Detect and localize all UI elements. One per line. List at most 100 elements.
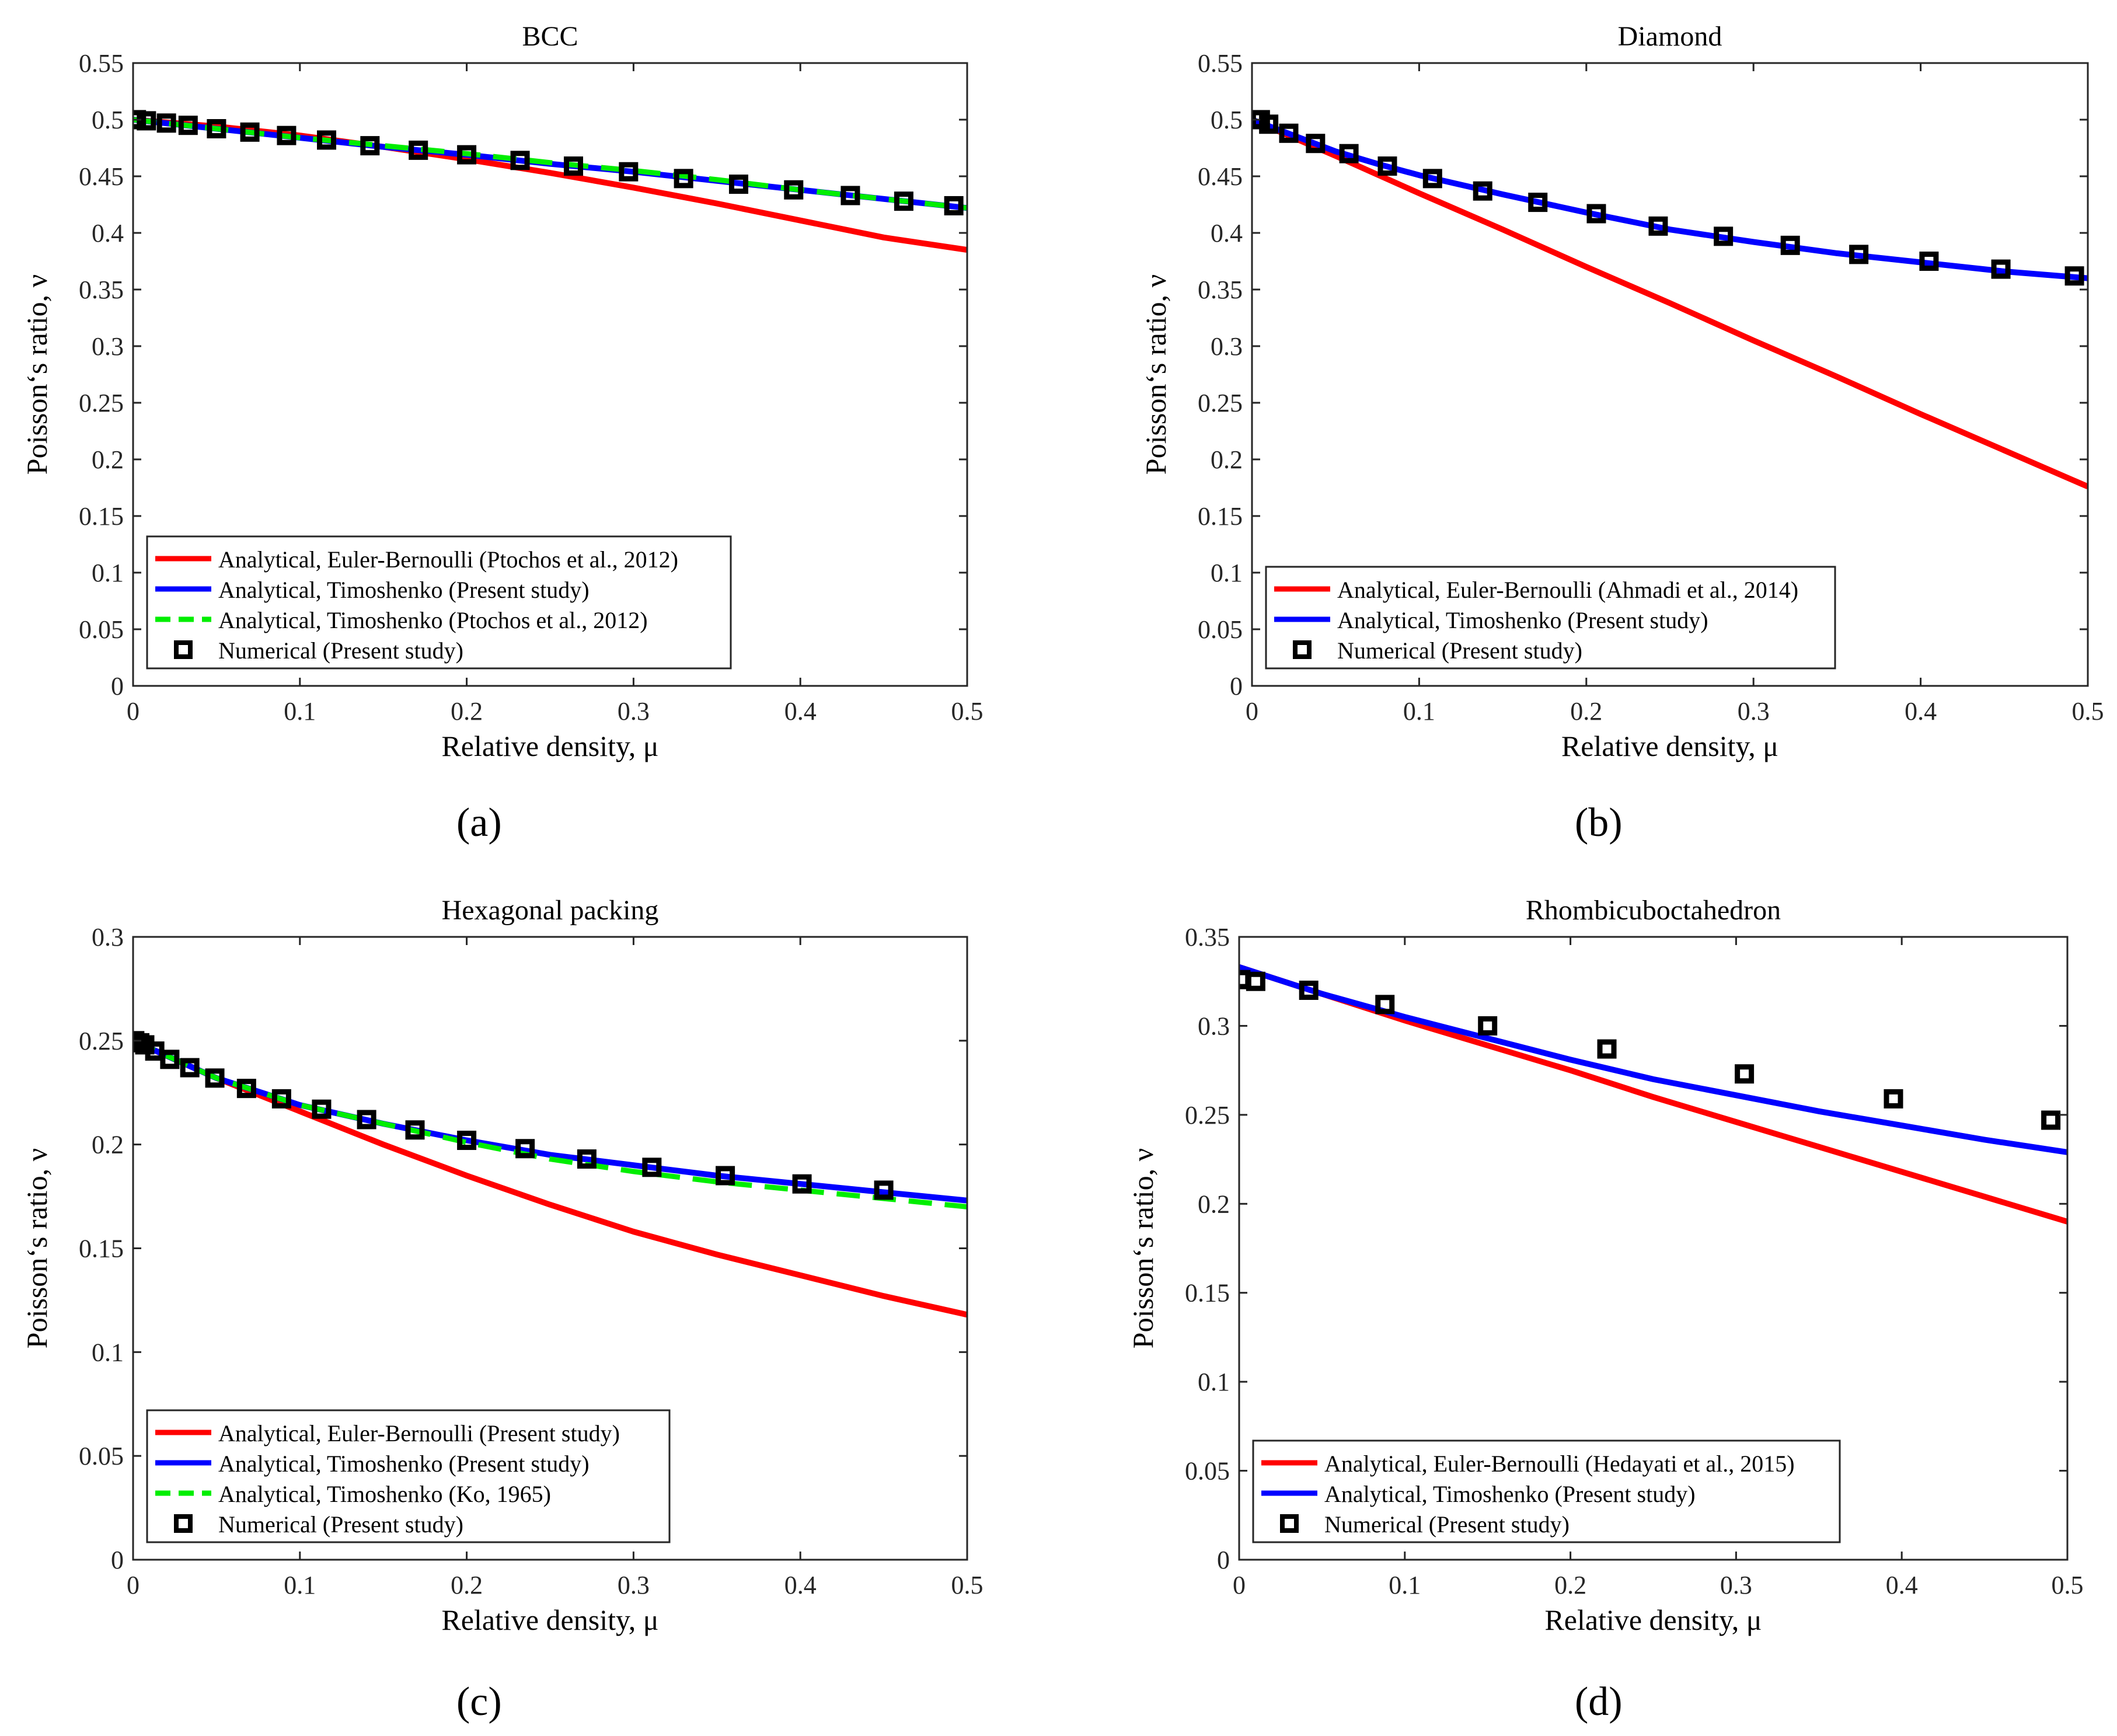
legend-label: Analytical, Timoshenko (Present study) xyxy=(218,1451,590,1477)
y-tick-label: 0 xyxy=(1230,672,1243,700)
x-tick-label: 0.3 xyxy=(1738,697,1770,726)
axes-box xyxy=(1238,936,2069,1561)
x-tick-label: 0.2 xyxy=(1554,1571,1586,1599)
legend-box xyxy=(146,1409,671,1543)
series-group xyxy=(1252,110,2088,490)
y-tick-label: 0.4 xyxy=(1211,219,1243,247)
data-point xyxy=(205,1068,225,1088)
series-group xyxy=(133,110,967,253)
legend-marker xyxy=(1293,640,1312,659)
data-point xyxy=(317,130,337,150)
data-point xyxy=(1306,134,1326,154)
data-point xyxy=(137,111,156,131)
y-tick-label: 0.1 xyxy=(92,559,124,587)
legend-label: Analytical, Timoshenko (Ko, 1965) xyxy=(218,1481,551,1507)
panel-label-a: (a) xyxy=(456,800,502,845)
legend-label: Analytical, Euler-Bernoulli (Ahmadi et a… xyxy=(1337,577,1798,603)
data-point xyxy=(874,1180,894,1200)
data-point xyxy=(1991,259,2011,279)
data-point xyxy=(178,116,198,135)
legend-label: Analytical, Timoshenko (Present study) xyxy=(218,577,590,603)
data-point xyxy=(405,1120,425,1140)
x-tick-label: 0.4 xyxy=(1886,1571,1918,1599)
data-point xyxy=(784,180,804,200)
x-tick-label: 0.5 xyxy=(2052,1571,2084,1599)
y-tick-label: 0.05 xyxy=(79,1442,124,1470)
x-tick-label: 0.2 xyxy=(1570,697,1602,726)
panel-label-c: (c) xyxy=(456,1679,502,1724)
legend-label: Analytical, Timoshenko (Present study) xyxy=(1337,607,1708,633)
chart-title: BCC xyxy=(522,21,578,52)
y-tick-label: 0.05 xyxy=(1185,1457,1230,1486)
y-tick-label: 0.4 xyxy=(92,219,124,247)
legend-marker xyxy=(1280,1514,1299,1533)
x-tick-label: 0 xyxy=(1233,1571,1246,1599)
data-point xyxy=(156,113,176,133)
chart-title: Diamond xyxy=(1618,21,1722,52)
y-tick-label: 0.05 xyxy=(1198,615,1243,644)
data-point xyxy=(357,1110,376,1130)
data-point xyxy=(1648,216,1668,236)
legend: Analytical, Euler-Bernoulli (Hedayati et… xyxy=(1252,1439,1841,1543)
x-tick-label: 0 xyxy=(127,697,139,726)
y-tick-label: 0 xyxy=(111,672,124,700)
chart-title: Rhombicuboctahedron xyxy=(1526,895,1781,926)
data-point xyxy=(564,156,584,176)
legend-box xyxy=(1252,1439,1841,1543)
data-point xyxy=(1884,1089,1903,1108)
y-tick-label: 0.15 xyxy=(1185,1279,1230,1308)
x-tick-label: 0.4 xyxy=(784,697,817,726)
data-point xyxy=(1919,252,1939,271)
y-tick-label: 0.15 xyxy=(1198,502,1243,531)
data-point xyxy=(515,1139,535,1159)
data-point xyxy=(240,122,260,142)
y-tick-label: 0.05 xyxy=(79,615,124,644)
y-tick-label: 0.25 xyxy=(79,1027,124,1055)
y-tick-label: 0.55 xyxy=(79,49,124,78)
data-point xyxy=(360,136,380,156)
x-tick-label: 0 xyxy=(127,1571,139,1599)
data-point xyxy=(180,1058,200,1078)
y-axis-label: Poisson‘s ratio, ν xyxy=(20,274,53,475)
data-point xyxy=(1735,1064,1755,1084)
data-point xyxy=(1528,193,1548,212)
y-tick-label: 0 xyxy=(1217,1546,1230,1574)
data-point xyxy=(1279,123,1299,143)
legend-label: Numerical (Present study) xyxy=(218,1511,463,1538)
x-tick-label: 0.3 xyxy=(1720,1571,1752,1599)
data-point xyxy=(312,1099,332,1119)
series-line-3 xyxy=(133,117,967,211)
data-point xyxy=(1849,245,1869,264)
legend-marker xyxy=(174,1514,193,1533)
y-tick-label: 0.35 xyxy=(79,276,124,304)
y-tick-label: 0 xyxy=(111,1546,124,1574)
axes-box xyxy=(132,62,968,687)
data-point xyxy=(457,1131,477,1151)
data-point xyxy=(1377,156,1397,176)
legend-label: Numerical (Present study) xyxy=(1324,1511,1570,1538)
x-tick-label: 0.3 xyxy=(618,697,650,726)
data-point xyxy=(1422,169,1442,189)
y-axis-label: Poisson‘s ratio, ν xyxy=(1126,1148,1159,1348)
x-tick-label: 0.2 xyxy=(451,1571,483,1599)
y-tick-label: 0.25 xyxy=(1185,1101,1230,1130)
data-point xyxy=(792,1174,812,1194)
x-tick-label: 0.5 xyxy=(951,697,983,726)
data-point xyxy=(133,110,147,130)
data-point xyxy=(457,145,477,165)
data-point xyxy=(716,1166,735,1186)
x-axis-label: Relative density, μ xyxy=(441,1603,658,1636)
y-axis-label: Poisson‘s ratio, ν xyxy=(20,1148,53,1348)
axes-box xyxy=(1251,62,2089,687)
y-tick-label: 0.45 xyxy=(1198,162,1243,191)
chart-title: Hexagonal packing xyxy=(442,895,659,926)
data-point xyxy=(728,175,748,194)
y-tick-label: 0.2 xyxy=(92,445,124,474)
data-point xyxy=(1246,971,1265,991)
chart-2: 0 0.1 0.2 0.3 0.4 0.5 0 0.05 0.1 0.15 0.2 0.25 0.3 0.… xyxy=(1139,21,2104,762)
x-tick-label: 0.1 xyxy=(284,697,316,726)
data-point xyxy=(1473,181,1492,201)
legend-label: Analytical, Timoshenko (Present study) xyxy=(1324,1481,1696,1507)
data-point xyxy=(236,1079,256,1099)
y-tick-label: 0.35 xyxy=(1198,276,1243,304)
